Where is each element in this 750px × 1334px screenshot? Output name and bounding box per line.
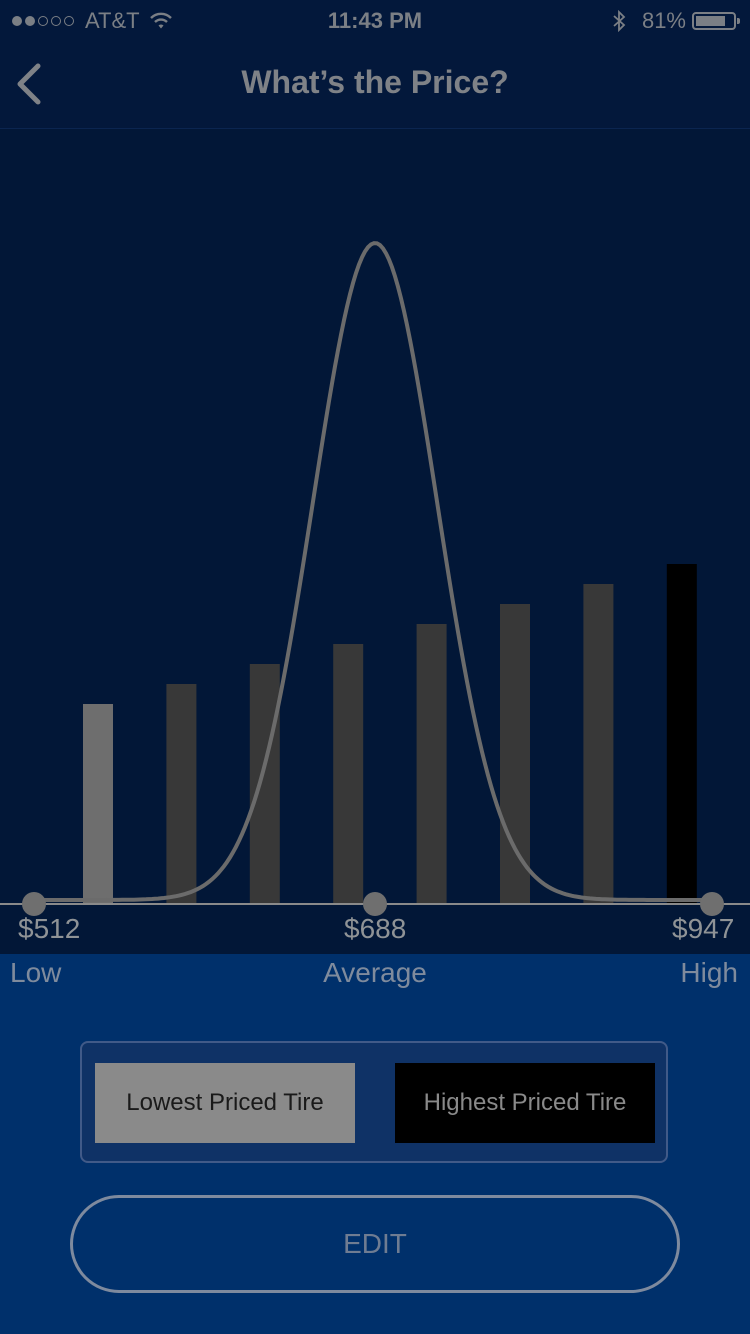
price-marker-high xyxy=(700,892,724,916)
wifi-icon xyxy=(149,12,172,29)
battery-tip xyxy=(737,18,740,24)
average-label: Average xyxy=(323,957,427,988)
lowest-priced-tire-button[interactable]: Lowest Priced Tire xyxy=(95,1063,355,1143)
price-bar-normal xyxy=(500,604,530,904)
signal-dot xyxy=(38,16,48,26)
signal-dot xyxy=(51,16,61,26)
average-price-label: $688 xyxy=(344,913,407,944)
price-marker-low xyxy=(22,892,46,916)
carrier-name: AT&T xyxy=(85,8,140,33)
low-label: Low xyxy=(10,957,62,988)
page-title: What’s the Price? xyxy=(241,64,509,100)
signal-dot xyxy=(64,16,74,26)
legend: Lowest Priced Tire Highest Priced Tire xyxy=(80,1041,668,1163)
signal-icon xyxy=(12,16,77,26)
price-bar-normal xyxy=(166,684,197,904)
price-bar-normal xyxy=(333,644,364,904)
battery-fill xyxy=(696,16,726,26)
status-bar: AT&T 11:43 PM 81% xyxy=(0,0,750,40)
low-price-label: $512 xyxy=(18,913,81,944)
price-marker-average xyxy=(363,892,387,916)
navigation-bar: What’s the Price? xyxy=(0,40,750,129)
high-label: High xyxy=(680,957,738,988)
chevron-left-icon xyxy=(17,63,41,105)
battery-percent: 81% xyxy=(641,8,686,33)
high-price-label: $947 xyxy=(672,913,735,944)
status-time: 11:43 PM xyxy=(327,8,423,33)
back-button[interactable] xyxy=(10,58,54,110)
price-distribution-chart xyxy=(0,241,750,916)
bluetooth-icon xyxy=(613,10,626,32)
status-right: 81% xyxy=(612,8,740,34)
price-chart: $512 $688 $947 xyxy=(0,129,750,954)
price-bar-normal xyxy=(583,584,614,904)
battery-icon xyxy=(692,12,740,30)
price-bar-highest xyxy=(666,564,697,904)
signal-dot xyxy=(25,16,35,26)
signal-dot xyxy=(12,16,22,26)
status-left: AT&T xyxy=(12,8,172,34)
price-bar-lowest xyxy=(83,704,113,904)
edit-button[interactable]: EDIT xyxy=(70,1195,680,1293)
price-bar-normal xyxy=(416,624,447,904)
price-distribution-curve xyxy=(35,241,710,902)
price-bar-normal xyxy=(249,664,280,904)
highest-priced-tire-button[interactable]: Highest Priced Tire xyxy=(395,1063,655,1143)
